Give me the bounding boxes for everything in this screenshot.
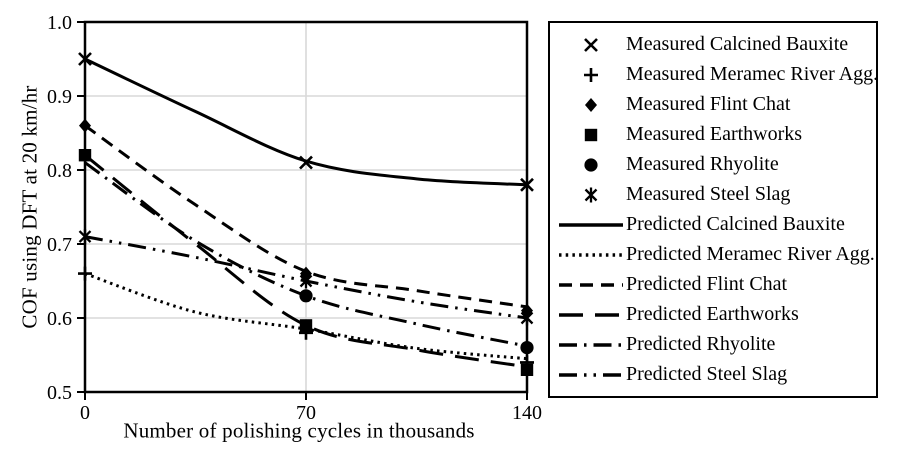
long-dash-line-icon (559, 312, 623, 317)
legend-icon-cell (556, 94, 626, 116)
legend-label: Predicted Calcined Bauxite (626, 213, 845, 235)
circle-marker-icon (520, 341, 534, 355)
legend-icon-cell (556, 34, 626, 56)
dotted-line-icon (559, 252, 623, 257)
legend-item-measured-calcined-bauxite: Measured Calcined Bauxite (556, 31, 872, 58)
legend-label: Measured Steel Slag (626, 183, 791, 205)
y-axis-title: COF using DFT at 20 km/hr (17, 85, 42, 329)
diamond-marker-icon (585, 97, 597, 112)
x-tick-label: 0 (80, 402, 90, 424)
x-axis-title: Number of polishing cycles in thousands (123, 418, 475, 443)
y-tick-label: 0.6 (47, 308, 72, 330)
x-marker-icon (584, 37, 598, 52)
y-tick-label: 0.7 (47, 234, 72, 256)
measured-rhyolite-points (299, 289, 534, 355)
plus-marker-icon (78, 266, 92, 281)
legend-icon-cell (556, 64, 626, 86)
legend-item-measured-earthworks: Measured Earthworks (556, 121, 872, 148)
legend-label: Predicted Flint Chat (626, 273, 788, 295)
legend-icon-cell (556, 334, 626, 356)
legend-icon-cell (556, 244, 626, 266)
y-tick-label: 0.9 (47, 86, 72, 108)
y-tick-label: 0.8 (47, 160, 72, 182)
asterisk-marker-icon (299, 273, 313, 289)
asterisk-marker-icon (520, 310, 534, 326)
x-marker-icon (78, 52, 92, 66)
solid-line-icon (559, 222, 623, 227)
legend-item-measured-flint-chat: Measured Flint Chat (556, 91, 872, 118)
y-tick-label: 0.5 (47, 382, 72, 404)
asterisk-marker-icon (584, 187, 598, 202)
measured-steel-slag-points (78, 229, 534, 326)
predicted-flint-chat-line (84, 124, 528, 309)
circle-marker-icon (299, 289, 313, 303)
asterisk-marker-icon (584, 187, 598, 202)
measured-calcined-bauxite-points (78, 52, 534, 192)
legend-label: Measured Rhyolite (626, 153, 779, 175)
x-marker-icon (520, 177, 534, 192)
legend-icon-cell (556, 184, 626, 206)
gridlines (85, 22, 527, 392)
square-marker-icon (584, 128, 598, 141)
plus-marker-icon (584, 67, 598, 82)
x-tick-label: 140 (512, 402, 542, 424)
measured-earthworks-points (78, 149, 534, 376)
legend-label: Measured Meramec River Agg. (626, 63, 879, 85)
legend: Measured Calcined Bauxite Measured Merame… (548, 21, 878, 398)
circle-marker-icon (584, 157, 598, 172)
legend-icon-cell (556, 154, 626, 176)
square-marker-icon (299, 319, 313, 332)
circle-marker-icon (584, 157, 598, 172)
legend-icon-cell (556, 274, 626, 296)
y-tick-label: 1.0 (47, 12, 72, 34)
legend-item-predicted-calcined-bauxite: Predicted Calcined Bauxite (556, 211, 872, 238)
axes-ticks: 1.0 0.9 0.8 0.7 0.6 0.5 0 70 140 (47, 12, 542, 424)
dash-dot-line-icon (559, 342, 623, 347)
legend-item-measured-rhyolite: Measured Rhyolite (556, 151, 872, 178)
legend-label: Measured Earthworks (626, 123, 803, 145)
plot-area: 1.0 0.9 0.8 0.7 0.6 0.5 0 70 140 COF using DFT a… (17, 12, 543, 443)
x-marker-icon (584, 37, 598, 52)
square-marker-icon (584, 128, 598, 141)
diamond-marker-icon (585, 97, 597, 112)
legend-icon-cell (556, 124, 626, 146)
legend-label: Predicted Steel Slag (626, 363, 788, 385)
x-marker-icon (299, 155, 313, 170)
legend-item-predicted-steel-slag: Predicted Steel Slag (556, 361, 872, 388)
legend-item-predicted-meramec-river-agg: Predicted Meramec River Agg. (556, 241, 875, 268)
legend-label: Predicted Earthworks (626, 303, 799, 325)
legend-label: Measured Flint Chat (626, 93, 791, 115)
square-marker-icon (78, 149, 92, 162)
square-marker-icon (520, 363, 534, 376)
legend-item-predicted-rhyolite: Predicted Rhyolite (556, 331, 872, 358)
legend-label: Predicted Rhyolite (626, 333, 776, 355)
dashed-line-icon (559, 282, 623, 287)
dash-dot-dot-line-icon (559, 372, 623, 377)
legend-item-measured-steel-slag: Measured Steel Slag (556, 181, 872, 208)
legend-icon-cell (556, 364, 626, 386)
x-tick-label: 70 (296, 402, 316, 424)
legend-item-predicted-flint-chat: Predicted Flint Chat (556, 271, 872, 298)
predicted-earthworks-line (84, 154, 528, 369)
diamond-marker-icon (79, 118, 91, 133)
legend-icon-cell (556, 304, 626, 326)
cof-vs-polishing-cycles-chart: 1.0 0.9 0.8 0.7 0.6 0.5 0 70 140 (47, 12, 542, 424)
legend-label: Measured Calcined Bauxite (626, 33, 849, 55)
plus-marker-icon (584, 67, 598, 82)
legend-icon-cell (556, 214, 626, 236)
legend-item-measured-meramec-river-agg: Measured Meramec River Agg. (556, 61, 878, 88)
legend-item-predicted-earthworks: Predicted Earthworks (556, 301, 872, 328)
asterisk-marker-icon (78, 229, 92, 245)
legend-label: Predicted Meramec River Agg. (626, 243, 875, 265)
